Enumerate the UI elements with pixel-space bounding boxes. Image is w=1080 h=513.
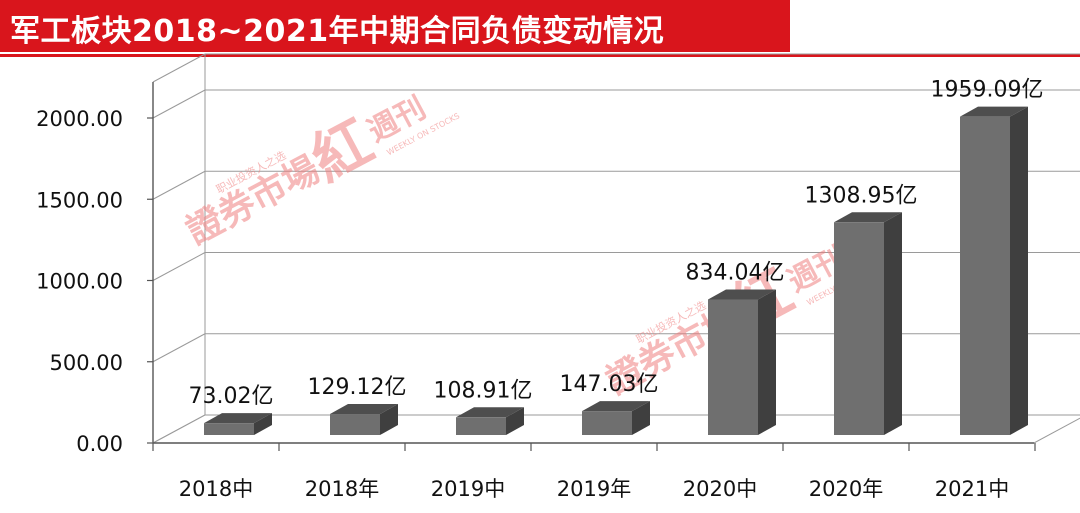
- bars: [204, 106, 1028, 435]
- data-label: 129.12亿: [308, 375, 407, 400]
- bar-side: [1010, 106, 1028, 435]
- bar-front: [834, 222, 884, 435]
- back-wall-top-diagonal: [152, 53, 206, 83]
- bar-2018年: [330, 404, 398, 435]
- y-tick-label: 1000.00: [36, 270, 123, 294]
- data-label: 73.02亿: [189, 384, 274, 409]
- bar-front: [204, 423, 254, 435]
- bar-top: [708, 289, 776, 300]
- bar-top: [204, 413, 272, 424]
- bar-side: [758, 289, 776, 435]
- category-label: 2018中: [179, 477, 253, 501]
- bar-2020年: [834, 212, 902, 435]
- page-title: 军工板块2018~2021年中期合同负债变动情况: [10, 14, 665, 49]
- bar-2019中: [456, 407, 524, 435]
- data-label: 1308.95亿: [805, 183, 918, 208]
- data-label: 147.03亿: [560, 372, 659, 397]
- category-label: 2020年: [809, 477, 883, 501]
- category-label: 2018年: [305, 477, 379, 501]
- bar-2019年: [582, 401, 650, 435]
- gridline-diagonal: [152, 170, 206, 200]
- category-label: 2019年: [557, 477, 631, 501]
- bar-top: [456, 407, 524, 418]
- category-label: 2019中: [431, 477, 505, 501]
- bar-side: [380, 404, 398, 435]
- bar-top: [330, 404, 398, 415]
- y-tick-label: 2000.00: [36, 107, 123, 131]
- labels: 0.00 500.00 1000.00 1500.00 2000.00 73.02亿 201…: [36, 78, 1043, 501]
- y-tick-label: 500.00: [50, 351, 123, 375]
- bar-front: [456, 417, 506, 435]
- gridline-diagonal: [152, 89, 206, 119]
- bar-side: [254, 413, 272, 435]
- data-label: 834.04亿: [686, 260, 785, 285]
- bar-front: [330, 414, 380, 435]
- bar-2020中: [708, 289, 776, 435]
- title-bar: 军工板块2018~2021年中期合同负债变动情况: [0, 0, 790, 52]
- bar-front: [708, 299, 758, 435]
- bar-2018中: [204, 413, 272, 435]
- category-label: 2020中: [683, 477, 757, 501]
- bar-side: [884, 212, 902, 435]
- bar-side: [506, 407, 524, 435]
- bar-side: [632, 401, 650, 435]
- title-underline: [0, 54, 1080, 57]
- bar-front: [582, 411, 632, 435]
- bar-top: [834, 212, 902, 223]
- gridline-diagonal: [152, 252, 206, 281]
- y-tick-label: 1500.00: [36, 188, 123, 212]
- watermark-cn: 週刊: [362, 90, 431, 149]
- bar-top: [960, 106, 1028, 117]
- gridline-diagonal: [152, 333, 206, 363]
- y-tick-label: 0.00: [76, 432, 123, 456]
- bar-2021中: [960, 106, 1028, 435]
- category-label: 2021中: [935, 477, 1009, 501]
- data-label: 108.91亿: [434, 378, 533, 403]
- bar-front: [960, 116, 1010, 435]
- data-label: 1959.09亿: [931, 78, 1044, 103]
- bar-top: [582, 401, 650, 412]
